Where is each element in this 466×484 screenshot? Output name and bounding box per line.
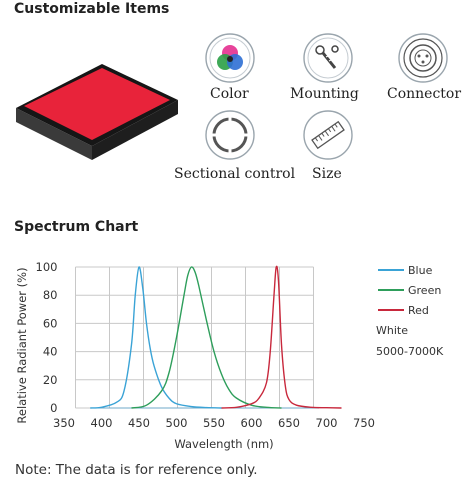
red-panel-surface <box>24 68 170 140</box>
x-tick-label: 700 <box>316 416 338 430</box>
item-label-mounting: Mounting <box>290 86 359 102</box>
x-tick-label: 600 <box>241 416 263 430</box>
x-tick-label: 650 <box>278 416 300 430</box>
y-tick-label: 20 <box>43 373 58 387</box>
y-tick-label: 60 <box>43 316 58 330</box>
spectrum-chart-title: Spectrum Chart <box>14 219 139 235</box>
y-axis-label: Relative Radiant Power (%) <box>15 267 29 423</box>
legend-label-red: Red <box>408 304 429 317</box>
x-tick-label: 450 <box>128 416 150 430</box>
y-tick-label: 80 <box>43 288 58 302</box>
color-circles-icon <box>204 32 256 84</box>
series-line-blue <box>90 266 222 409</box>
x-tick-label: 350 <box>53 416 75 430</box>
connector-plug-icon <box>397 32 449 84</box>
x-tick-label: 400 <box>91 416 113 430</box>
item-label-size: Size <box>312 166 342 182</box>
legend-label-blue: Blue <box>408 264 433 277</box>
chart-ticks: 0 20 40 60 80 100 350 400 450 500 550 600 650 700 750 <box>36 260 375 430</box>
y-tick-label: 40 <box>43 345 58 359</box>
reference-note: Note: The data is for reference only. <box>15 462 258 478</box>
series-line-red <box>221 265 342 409</box>
item-label-sectional-control: Sectional control <box>174 166 296 182</box>
x-tick-label: 500 <box>166 416 188 430</box>
red-panel-product-image <box>16 64 178 160</box>
legend-white-note: 5000-7000K <box>376 345 444 358</box>
series-line-green <box>131 266 282 409</box>
ruler-icon <box>302 109 354 161</box>
y-tick-label: 100 <box>36 260 58 274</box>
legend-label-green: Green <box>408 284 441 297</box>
legend-white-note: White <box>376 324 408 337</box>
y-tick-label: 0 <box>50 401 57 415</box>
x-tick-label: 550 <box>203 416 225 430</box>
item-label-connector: Connector <box>387 86 462 102</box>
item-label-color: Color <box>210 86 249 102</box>
chart-grid <box>75 266 314 409</box>
x-axis-label: Wavelength (nm) <box>174 437 273 451</box>
customizable-items-title: Customizable Items <box>14 1 170 17</box>
x-tick-label: 750 <box>353 416 375 430</box>
sectional-control-icon <box>204 109 256 161</box>
mounting-screws-icon <box>302 32 354 84</box>
chart-series <box>90 265 342 409</box>
